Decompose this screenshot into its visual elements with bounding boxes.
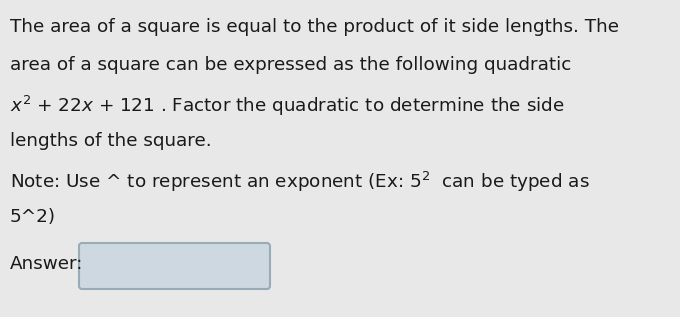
Text: Note: Use ^ to represent an exponent (Ex: $5^2$  can be typed as: Note: Use ^ to represent an exponent (Ex… <box>10 170 590 194</box>
FancyBboxPatch shape <box>79 243 270 289</box>
Text: area of a square can be expressed as the following quadratic: area of a square can be expressed as the… <box>10 56 571 74</box>
Text: Answer:: Answer: <box>10 255 84 273</box>
Text: 5^2): 5^2) <box>10 208 56 226</box>
Text: The area of a square is equal to the product of it side lengths. The: The area of a square is equal to the pro… <box>10 18 619 36</box>
Text: $x^2$ + 22$x$ + 121 . Factor the quadratic to determine the side: $x^2$ + 22$x$ + 121 . Factor the quadrat… <box>10 94 564 118</box>
Text: lengths of the square.: lengths of the square. <box>10 132 211 150</box>
